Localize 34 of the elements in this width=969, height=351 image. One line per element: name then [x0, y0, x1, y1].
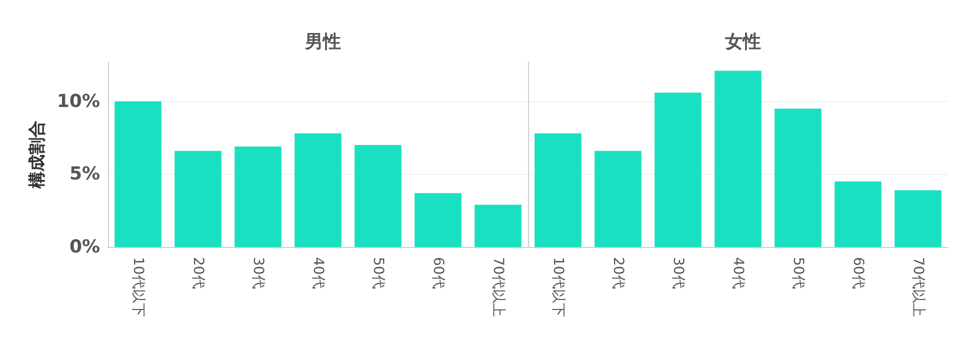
- x-tick-label: 40代: [310, 257, 326, 289]
- x-tick-label: 50代: [790, 257, 806, 289]
- x-tick-label: 40代: [730, 257, 746, 289]
- x-tick-label: 20代: [190, 257, 206, 289]
- bar: [714, 70, 762, 247]
- bar: [234, 146, 282, 247]
- bar: [414, 193, 462, 247]
- bar: [354, 145, 402, 247]
- bar: [834, 181, 882, 247]
- bar: [534, 133, 582, 247]
- x-tick-label: 10代以下: [130, 257, 146, 317]
- chart-title: 女性: [724, 32, 761, 52]
- x-tick-label: 50代: [370, 257, 386, 289]
- bar: [774, 108, 822, 247]
- x-tick-label: 70代以上: [490, 257, 506, 317]
- y-tick-label: 5%: [69, 164, 100, 185]
- bar: [114, 101, 162, 247]
- bar: [894, 190, 942, 247]
- x-tick-label: 20代: [610, 257, 626, 289]
- bar: [594, 150, 642, 247]
- chart-title: 男性: [304, 32, 341, 52]
- x-tick-label: 30代: [250, 257, 266, 289]
- bar: [654, 92, 702, 247]
- x-tick-label: 60代: [850, 257, 866, 289]
- bar: [474, 204, 522, 247]
- x-tick-label: 30代: [670, 257, 686, 289]
- x-tick-label: 70代以上: [910, 257, 926, 317]
- x-tick-label: 60代: [430, 257, 446, 289]
- y-tick-label: 0%: [69, 236, 100, 258]
- y-axis-title: 構成割合: [28, 120, 48, 190]
- bar: [294, 133, 342, 247]
- y-tick-label: 10%: [56, 90, 100, 112]
- x-tick-label: 10代以下: [550, 257, 566, 317]
- bar: [174, 150, 222, 247]
